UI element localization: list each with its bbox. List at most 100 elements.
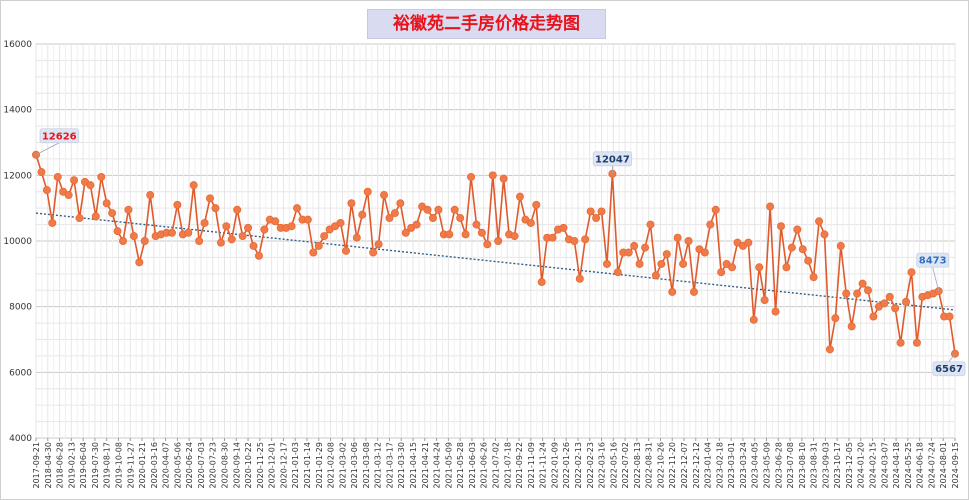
data-point (423, 205, 432, 214)
data-point (787, 243, 796, 252)
annotation-label: 12626 (42, 131, 77, 142)
data-point (689, 287, 698, 296)
x-tick-label: 2019-11-27 (126, 442, 135, 489)
x-tick-label: 2020-07-23 (209, 442, 218, 489)
x-tick-label: 2024-03-07 (880, 442, 889, 489)
x-tick-label: 2023-07-08 (786, 442, 795, 489)
data-point (271, 217, 280, 226)
data-point (200, 218, 209, 227)
data-point (347, 199, 356, 208)
x-tick-label: 2018-06-28 (56, 442, 65, 489)
data-point (668, 287, 677, 296)
x-tick-label: 2023-03-01 (727, 442, 736, 489)
x-tick-label: 2023-08-10 (798, 442, 807, 489)
data-point (227, 235, 236, 244)
data-point (260, 225, 269, 234)
y-tick-label: 8000 (9, 303, 32, 313)
annotation-box (592, 151, 633, 167)
data-point (815, 217, 824, 226)
y-tick-label: 10000 (3, 237, 32, 247)
annotation-leader (948, 353, 956, 362)
x-tick-label: 2023-05-09 (762, 442, 771, 489)
data-point (896, 338, 905, 347)
data-point (842, 289, 851, 298)
x-tick-label: 2022-07-02 (621, 442, 630, 489)
data-point (461, 230, 470, 239)
data-point (907, 268, 916, 277)
data-point (374, 240, 383, 249)
x-tick-label: 2023-03-24 (739, 442, 748, 489)
data-point (483, 240, 492, 249)
x-tick-label: 2021-03-12 (374, 442, 383, 489)
data-point (657, 259, 666, 268)
data-point (412, 220, 421, 229)
x-tick-label: 2020-11-25 (256, 442, 265, 489)
x-tick-label: 2022-03-16 (598, 442, 607, 489)
annotation-label: 6567 (935, 364, 963, 375)
data-point (456, 214, 465, 223)
data-point (728, 263, 737, 272)
data-point (679, 259, 688, 268)
annotation-label: 12047 (595, 154, 630, 165)
data-point (755, 263, 764, 272)
data-point (119, 236, 128, 245)
data-point (820, 230, 829, 239)
data-point (499, 174, 508, 183)
x-tick-label: 2022-01-26 (562, 442, 571, 489)
data-point (700, 248, 709, 257)
data-point (48, 218, 57, 227)
x-tick-label: 2022-01-09 (550, 442, 559, 489)
data-point (140, 236, 149, 245)
x-tick-label: 2024-09-15 (951, 442, 960, 489)
data-point (515, 192, 524, 201)
data-point (798, 245, 807, 254)
data-point (401, 228, 410, 237)
data-point (902, 297, 911, 306)
data-point (113, 227, 122, 236)
x-tick-label: 2021-11-24 (539, 442, 548, 489)
data-point (320, 232, 329, 241)
data-point (70, 176, 79, 185)
data-point (869, 312, 878, 321)
x-tick-label: 2023-01-04 (704, 442, 713, 489)
x-tick-label: 2024-07-24 (927, 442, 936, 489)
data-point (624, 248, 633, 257)
annotation-box (932, 361, 966, 377)
x-tick-label: 2022-02-23 (586, 442, 595, 489)
data-point (249, 241, 258, 250)
x-tick-label: 2021-03-17 (385, 442, 394, 489)
data-point (646, 220, 655, 229)
x-tick-label: 2021-03-06 (350, 442, 359, 489)
data-point (146, 191, 155, 200)
data-point (303, 215, 312, 224)
data-point (853, 289, 862, 298)
data-point (613, 268, 622, 277)
data-point (64, 191, 73, 200)
chart-title-box: 裕徽苑二手房价格走势图 (367, 9, 606, 39)
x-tick-label: 2022-08-31 (645, 442, 654, 489)
x-tick-label: 2022-12-07 (680, 442, 689, 489)
data-point (390, 209, 399, 218)
data-point (341, 246, 350, 255)
data-point (760, 296, 769, 305)
x-tick-label: 2020-09-14 (232, 442, 241, 489)
data-point (804, 256, 813, 265)
x-tick-label: 2022-08-13 (633, 442, 642, 489)
y-tick-label: 14000 (3, 106, 32, 116)
annotation-box (916, 252, 950, 268)
data-point (254, 251, 263, 260)
x-tick-label: 2021-09-22 (515, 442, 524, 489)
x-tick-label: 2021-05-09 (444, 442, 453, 489)
x-tick-label: 2024-05-25 (904, 442, 913, 489)
data-point (293, 204, 302, 213)
data-point (37, 168, 46, 177)
data-point (396, 199, 405, 208)
x-tick-label: 2021-03-02 (338, 442, 347, 489)
data-point (238, 232, 247, 241)
data-point (912, 338, 921, 347)
data-point (445, 230, 454, 239)
data-point (586, 207, 595, 216)
data-point (108, 209, 117, 218)
x-tick-label: 2023-02-18 (715, 442, 724, 489)
data-point (945, 312, 954, 321)
